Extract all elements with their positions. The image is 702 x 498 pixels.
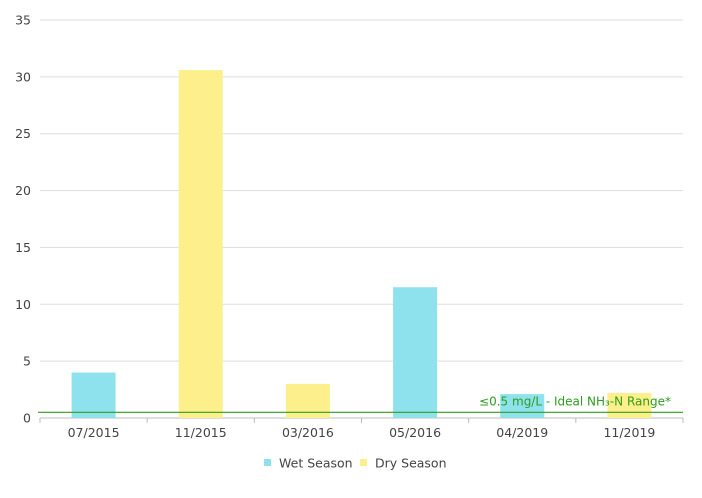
x-tick-label: 11/2019: [603, 425, 655, 440]
legend-label-dry-season[interactable]: Dry Season: [375, 456, 447, 471]
y-tick-label: 20: [15, 183, 31, 198]
y-tick-label: 35: [15, 13, 31, 28]
y-tick-label: 30: [15, 69, 31, 84]
x-tick-label: 07/2015: [68, 425, 120, 440]
x-tick-label: 05/2016: [389, 425, 441, 440]
reference-line-label: ≤0.5 mg/L - Ideal NH₃-N Range*: [479, 394, 671, 408]
y-tick-label: 0: [23, 411, 31, 426]
y-axis: 0 5 10 15 20 25 30 35: [15, 13, 31, 426]
bar-wet-season-05-2016[interactable]: [393, 287, 438, 418]
bar-dry-season-11-2019[interactable]: [607, 392, 652, 418]
x-tick-label: 11/2015: [175, 425, 227, 440]
legend-label-wet-season[interactable]: Wet Season: [279, 456, 353, 471]
gridlines: [40, 19, 683, 419]
y-tick-label: 5: [23, 354, 31, 369]
x-tick-label: 03/2016: [282, 425, 334, 440]
bars: [71, 70, 652, 418]
legend[interactable]: Wet Season Dry Season: [264, 456, 447, 471]
bar-wet-season-07-2015[interactable]: [71, 372, 116, 418]
y-tick-label: 15: [15, 240, 31, 255]
legend-swatch-wet-season: [264, 459, 271, 466]
y-tick-label: 10: [15, 297, 31, 312]
reference-line-group: ≤0.5 mg/L - Ideal NH₃-N Range*: [38, 394, 683, 413]
y-tick-label: 25: [15, 126, 31, 141]
legend-swatch-dry-season: [360, 459, 367, 466]
x-axis: 07/2015 11/2015 03/2016 05/2016 04/2019 11/20…: [39, 418, 684, 440]
bar-dry-season-11-2015[interactable]: [178, 70, 223, 418]
x-tick-label: 04/2019: [496, 425, 548, 440]
